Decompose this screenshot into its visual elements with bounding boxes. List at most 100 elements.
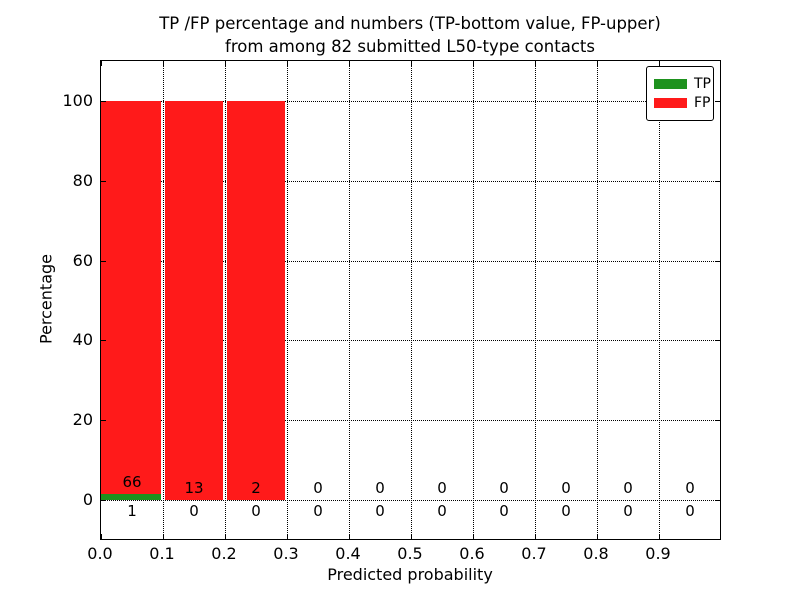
x-tick-label: 0.5 [397, 544, 423, 563]
fp-count-label: 0 [623, 479, 633, 497]
tp-count-label: 0 [561, 502, 571, 520]
h-gridline [101, 260, 720, 262]
h-gridline [101, 101, 720, 102]
x-tick-mark [659, 534, 660, 539]
x-tick-label: 0.2 [211, 544, 237, 563]
fp-count-label: 0 [561, 479, 571, 497]
tp-count-label: 0 [437, 502, 447, 520]
h-gridline [101, 340, 720, 342]
x-tick-mark [473, 61, 474, 66]
y-tick-mark [101, 500, 106, 501]
x-tick-mark [101, 61, 102, 66]
x-tick-label: 0.4 [335, 544, 361, 563]
chart-title-line1: TP /FP percentage and numbers (TP-bottom… [159, 14, 661, 33]
v-gridline [411, 61, 412, 539]
x-tick-label: 0.9 [645, 544, 671, 563]
x-tick-label: 0.8 [583, 544, 609, 563]
y-tick-mark [715, 500, 720, 501]
x-tick-label: 0.3 [273, 544, 299, 563]
v-gridline [535, 61, 536, 539]
x-tick-mark [349, 534, 350, 539]
fp-count-label: 13 [184, 479, 204, 497]
fp-bar-segment [101, 101, 161, 494]
v-gridline [163, 61, 164, 539]
h-gridline [101, 420, 720, 422]
fp-count-label: 2 [251, 479, 261, 497]
y-tick-label: 0 [82, 490, 93, 509]
v-gridline [287, 61, 288, 539]
v-gridline [349, 61, 350, 539]
y-tick-label: 80 [72, 170, 93, 190]
v-gridline [659, 61, 660, 539]
fp-count-label: 0 [499, 479, 509, 497]
x-tick-label: 0.0 [87, 544, 113, 563]
legend-box: TP FP [646, 66, 714, 121]
y-tick-label: 100 [62, 91, 93, 110]
fp-count-label: 0 [375, 479, 385, 497]
fp-count-label: 0 [685, 479, 695, 497]
x-tick-label: 0.7 [521, 544, 547, 563]
x-tick-mark [659, 61, 660, 66]
tp-count-label: 0 [375, 502, 385, 520]
x-tick-mark [597, 61, 598, 66]
x-tick-mark [287, 61, 288, 66]
tp-count-label: 0 [313, 502, 323, 520]
y-tick-mark [101, 180, 106, 182]
x-tick-mark [411, 534, 412, 539]
x-tick-mark [535, 534, 536, 539]
v-gridline [597, 61, 598, 539]
x-tick-mark [101, 534, 102, 539]
plot-area: 66 1 13 0 2 0 0 0 0 0 0 0 0 0 0 0 0 0 0 0 [100, 60, 721, 540]
x-tick-mark [287, 534, 288, 539]
y-tick-mark [715, 180, 720, 182]
x-tick-mark [597, 534, 598, 539]
y-axis-label: Percentage [36, 253, 56, 345]
fp-count-label: 0 [437, 479, 447, 497]
tp-count-label: 0 [685, 502, 695, 520]
y-tick-mark [101, 101, 106, 102]
y-tick-mark [715, 340, 720, 342]
tp-bar-segment [101, 494, 161, 500]
fp-count-label: 66 [122, 473, 142, 491]
x-tick-label: 0.6 [459, 544, 485, 563]
y-tick-mark [715, 101, 720, 102]
x-tick-mark [225, 534, 226, 539]
tp-count-label: 0 [499, 502, 509, 520]
y-tick-label: 60 [72, 250, 93, 270]
y-tick-mark [101, 340, 106, 342]
legend-label: TP [694, 76, 711, 92]
x-tick-mark [473, 534, 474, 539]
x-tick-mark [163, 61, 164, 66]
x-axis-label: Predicted probability [327, 565, 493, 584]
tp-count-label: 0 [189, 502, 199, 520]
y-tick-label: 40 [72, 330, 93, 350]
chart-title-line2: from among 82 submitted L50-type contact… [225, 37, 595, 56]
fp-count-label: 0 [313, 479, 323, 497]
legend-item-fp: FP [654, 95, 713, 111]
y-tick-mark [715, 420, 720, 422]
fp-color-swatch [654, 98, 687, 108]
tp-count-label: 0 [623, 502, 633, 520]
tp-count-label: 0 [251, 502, 261, 520]
legend-item-tp: TP [654, 76, 713, 92]
x-tick-mark [411, 61, 412, 66]
x-tick-mark [225, 61, 226, 66]
tp-color-swatch [654, 79, 687, 89]
fp-bar-segment [165, 101, 223, 500]
v-gridline [225, 61, 226, 539]
y-tick-mark [101, 420, 106, 422]
h-gridline [101, 500, 720, 501]
x-tick-mark [163, 534, 164, 539]
y-tick-mark [101, 260, 106, 262]
x-tick-mark [349, 61, 350, 66]
legend-label: FP [694, 95, 711, 111]
tp-count-label: 1 [127, 502, 137, 520]
fp-bar-segment [227, 101, 285, 500]
x-tick-mark [535, 61, 536, 66]
y-tick-label: 20 [72, 410, 93, 430]
v-gridline [473, 61, 474, 539]
x-tick-label: 0.1 [149, 544, 175, 563]
h-gridline [101, 180, 720, 182]
y-tick-mark [715, 260, 720, 262]
